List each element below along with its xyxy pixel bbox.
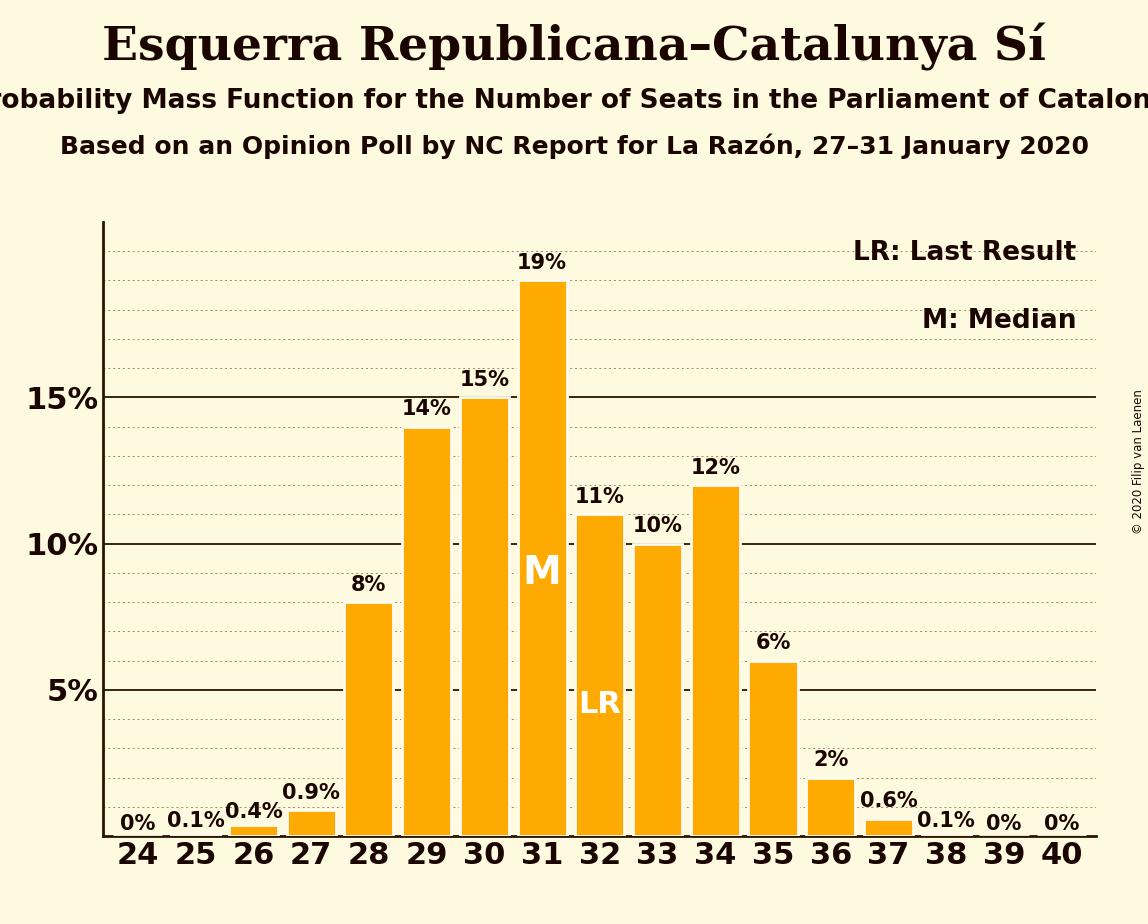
- Bar: [575, 515, 625, 836]
- Text: 0.6%: 0.6%: [860, 791, 917, 811]
- Bar: [460, 397, 509, 836]
- Text: 0%: 0%: [986, 814, 1022, 833]
- Text: Based on an Opinion Poll by NC Report for La Razón, 27–31 January 2020: Based on an Opinion Poll by NC Report fo…: [60, 134, 1088, 160]
- Bar: [228, 824, 278, 836]
- Bar: [806, 778, 855, 836]
- Text: 8%: 8%: [351, 575, 387, 595]
- Bar: [402, 427, 451, 836]
- Text: M: M: [522, 553, 561, 592]
- Text: Esquerra Republicana–Catalunya Sí: Esquerra Republicana–Catalunya Sí: [102, 23, 1046, 71]
- Bar: [518, 280, 567, 836]
- Text: 0.4%: 0.4%: [225, 802, 282, 822]
- Text: M: Median: M: Median: [922, 308, 1077, 334]
- Text: 19%: 19%: [517, 253, 567, 273]
- Bar: [287, 809, 335, 836]
- Bar: [748, 661, 798, 836]
- Bar: [633, 543, 682, 836]
- Bar: [864, 819, 913, 836]
- Bar: [922, 833, 971, 836]
- Text: 2%: 2%: [813, 750, 848, 771]
- Text: LR: LR: [579, 690, 621, 719]
- Text: 0.9%: 0.9%: [282, 783, 340, 803]
- Text: 6%: 6%: [755, 633, 791, 653]
- Text: 0%: 0%: [1044, 814, 1079, 833]
- Bar: [171, 833, 220, 836]
- Text: 10%: 10%: [633, 517, 683, 536]
- Text: 14%: 14%: [402, 399, 451, 419]
- Text: 0%: 0%: [121, 814, 156, 833]
- Text: 11%: 11%: [575, 487, 625, 507]
- Text: LR: Last Result: LR: Last Result: [853, 240, 1077, 266]
- Bar: [691, 485, 739, 836]
- Text: Probability Mass Function for the Number of Seats in the Parliament of Catalonia: Probability Mass Function for the Number…: [0, 88, 1148, 114]
- Bar: [344, 602, 394, 836]
- Text: 0.1%: 0.1%: [166, 811, 225, 831]
- Text: 15%: 15%: [459, 370, 510, 390]
- Text: © 2020 Filip van Laenen: © 2020 Filip van Laenen: [1132, 390, 1146, 534]
- Text: 12%: 12%: [690, 457, 740, 478]
- Text: 0.1%: 0.1%: [917, 811, 975, 831]
